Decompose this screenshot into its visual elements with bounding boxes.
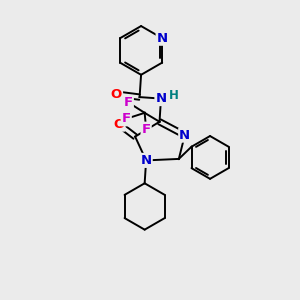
Text: F: F xyxy=(122,112,131,125)
Text: N: N xyxy=(141,154,152,167)
Text: O: O xyxy=(111,88,122,100)
Text: H: H xyxy=(169,88,178,101)
Text: F: F xyxy=(142,123,151,136)
Text: F: F xyxy=(124,96,133,109)
Text: O: O xyxy=(113,118,124,130)
Text: N: N xyxy=(157,32,168,45)
Text: N: N xyxy=(155,92,167,105)
Text: N: N xyxy=(179,129,190,142)
